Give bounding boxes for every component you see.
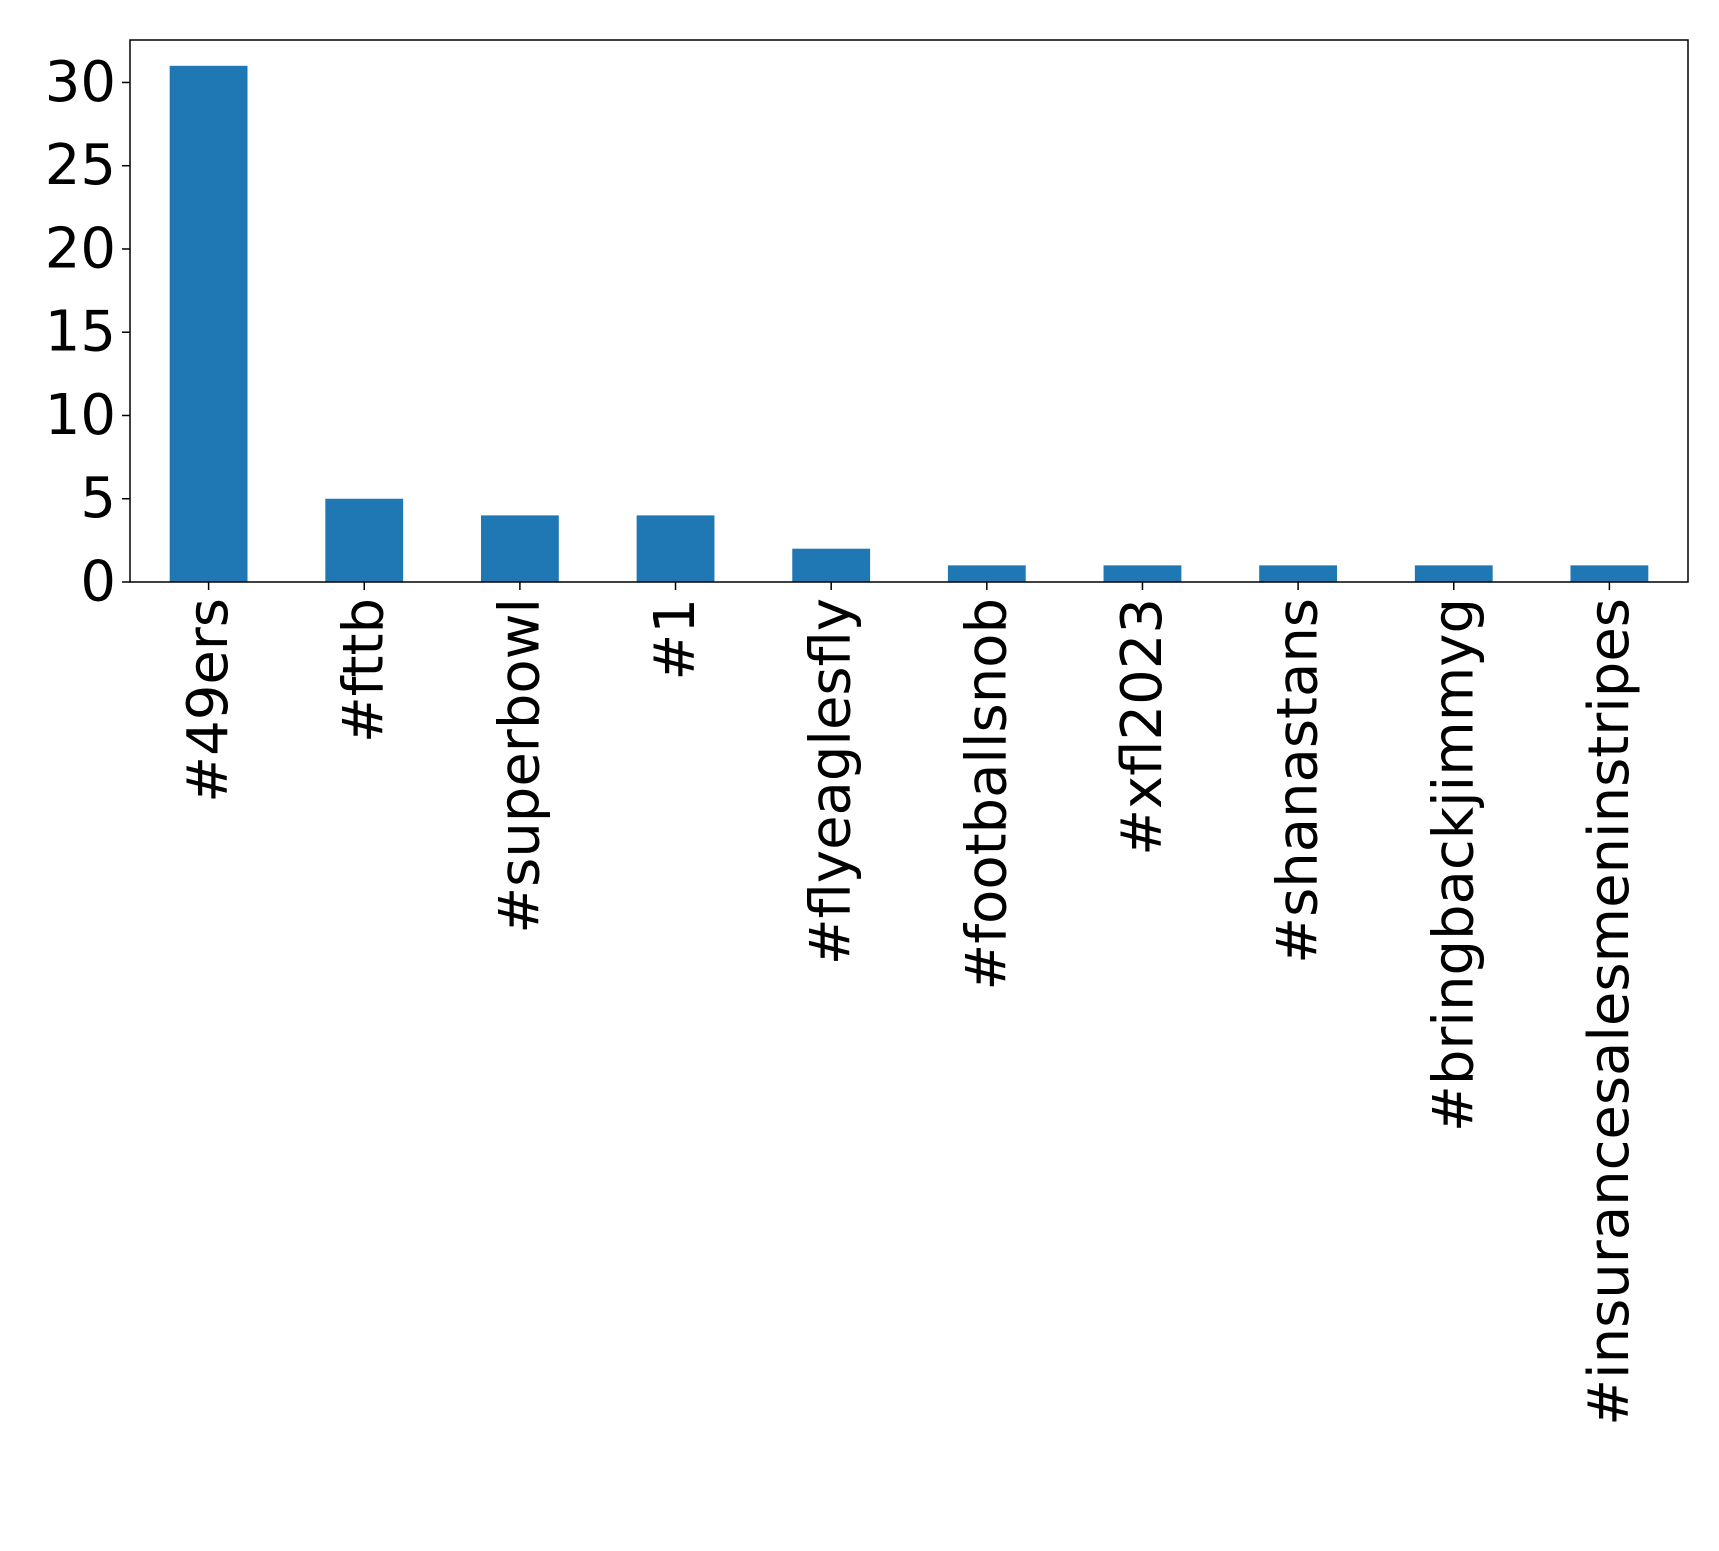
bar-0 bbox=[169, 65, 248, 583]
plot-frame bbox=[129, 39, 1689, 583]
bar-1 bbox=[325, 498, 404, 582]
bars-group bbox=[169, 65, 1649, 583]
x-tick-label: #insurancesalesmeninstripes bbox=[1577, 598, 1642, 1426]
x-tick-label: #1 bbox=[643, 598, 708, 681]
bar-6 bbox=[1103, 565, 1182, 582]
bar-2 bbox=[480, 515, 559, 582]
y-tick-label: 15 bbox=[45, 300, 116, 365]
x-tick-label: #xfl2023 bbox=[1110, 598, 1175, 856]
x-tick-label: #footballsnob bbox=[954, 598, 1019, 991]
x-tick-label: #superbowl bbox=[487, 598, 552, 934]
y-tick-label: 10 bbox=[45, 383, 116, 448]
y-tick-label: 30 bbox=[45, 50, 116, 115]
bar-3 bbox=[636, 515, 715, 582]
y-tick-label: 25 bbox=[45, 133, 116, 198]
y-tick-label: 20 bbox=[45, 216, 116, 281]
bar-7 bbox=[1259, 565, 1338, 582]
y-axis: 0 5 10 15 20 25 30 bbox=[45, 50, 130, 615]
y-tick-label: 0 bbox=[80, 550, 116, 615]
bar-8 bbox=[1414, 565, 1493, 582]
x-tick-label: #fttb bbox=[332, 598, 397, 743]
x-tick-label: #flyeaglesfly bbox=[799, 598, 864, 965]
bar-4 bbox=[792, 548, 871, 582]
x-tick-label: #49ers bbox=[176, 598, 241, 803]
x-axis: #49ers #fttb #superbowl #1 #flyeaglesfly #foo… bbox=[176, 582, 1642, 1426]
bar-9 bbox=[1570, 565, 1649, 582]
x-tick-label: #shanastans bbox=[1266, 598, 1331, 964]
bar-5 bbox=[947, 565, 1026, 582]
x-tick-label: #bringbackjimmyg bbox=[1421, 598, 1486, 1132]
y-tick-label: 5 bbox=[80, 466, 116, 531]
